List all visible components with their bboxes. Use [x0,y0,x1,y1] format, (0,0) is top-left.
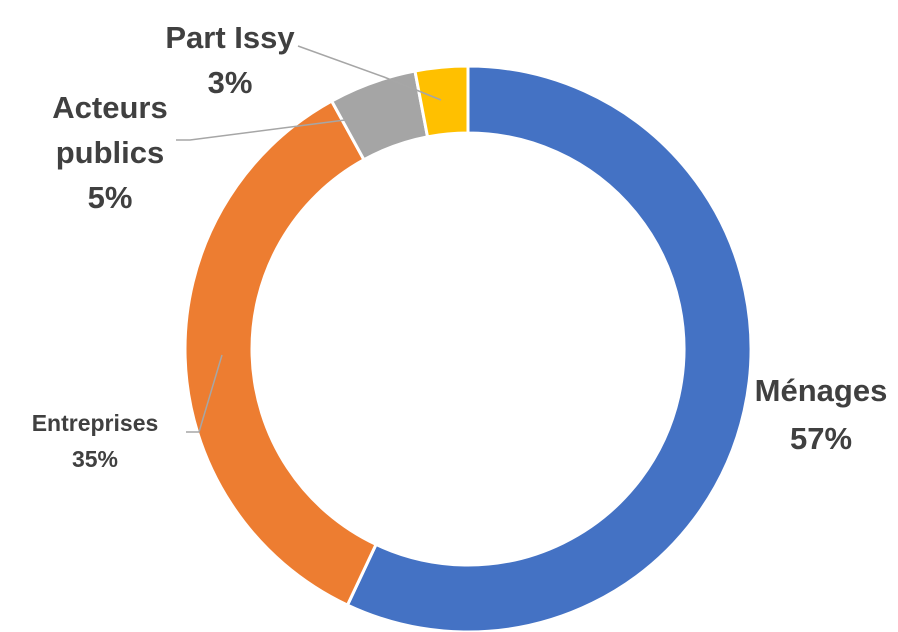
data-label-name-entreprises: Entreprises [32,410,159,436]
slices-layer [183,64,753,632]
data-label-value-acteurs-publics: 5% [88,180,133,215]
leader-line-part-issy [297,45,442,101]
data-labels-layer: Ménages 57% Entreprises 35% Acteurs publics 5%… [32,20,888,472]
donut-slice-m-nages [345,64,753,632]
data-label-name-acteurs-publics: Acteurs [52,90,167,125]
data-label-value-part-issy: 3% [208,65,253,100]
leader-line-acteurs-publics [176,119,346,141]
leader-lines-layer [176,45,442,433]
donut-slice-entreprises [183,98,379,608]
data-label-value-entreprises: 35% [72,446,118,472]
data-label-name-acteurs-publics: publics [56,135,165,170]
leader-line-entreprises [186,354,223,433]
data-label-name-part-issy: Part Issy [165,20,295,55]
donut-slice-part-issy [413,64,470,139]
data-label-value-m-nages: 57% [790,421,852,456]
data-label-name-m-nages: Ménages [755,373,888,408]
